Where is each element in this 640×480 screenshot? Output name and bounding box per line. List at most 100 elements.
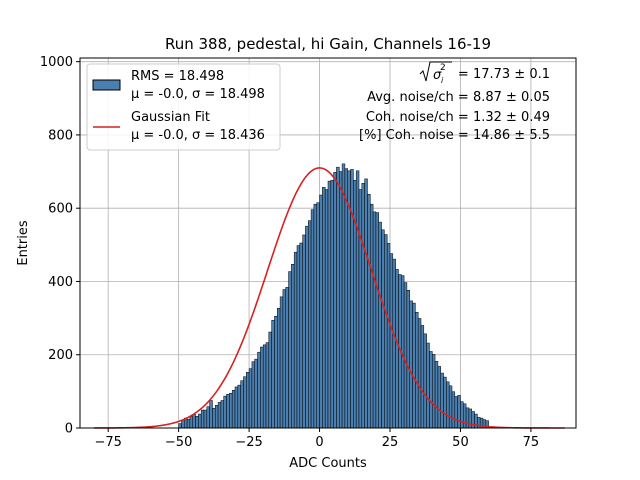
chart-title: Run 388, pedestal, hi Gain, Channels 16-… bbox=[165, 35, 491, 53]
histogram-bar bbox=[316, 202, 320, 429]
histogram-bar bbox=[361, 183, 365, 429]
legend-box bbox=[86, 63, 281, 151]
histogram-bar bbox=[195, 416, 199, 429]
histogram-bar bbox=[412, 302, 416, 429]
y-tick-label: 200 bbox=[48, 348, 73, 363]
legend-fit-stats: μ = -0.0, σ = 18.436 bbox=[131, 128, 265, 143]
x-tick-label: 75 bbox=[523, 435, 540, 450]
histogram-bar bbox=[234, 386, 239, 429]
histogram-bar bbox=[200, 409, 205, 429]
histogram-bar bbox=[178, 423, 182, 429]
histogram-bar bbox=[375, 212, 379, 429]
histogram-bar bbox=[420, 325, 425, 429]
histogram-bar bbox=[409, 300, 413, 429]
histogram-bar bbox=[274, 316, 278, 429]
histogram-bar bbox=[223, 395, 227, 429]
histogram-bar bbox=[423, 333, 427, 429]
histogram-bar bbox=[324, 189, 329, 429]
y-tick-label: 600 bbox=[48, 202, 73, 217]
histogram-bar bbox=[350, 169, 354, 429]
histogram-bar bbox=[181, 419, 185, 429]
y-axis-label: Entries bbox=[16, 220, 31, 266]
histogram-bar bbox=[293, 251, 298, 429]
histogram-bar bbox=[372, 211, 377, 429]
histogram-bar bbox=[248, 368, 253, 429]
histogram-bar bbox=[277, 307, 281, 429]
histogram-bar bbox=[378, 221, 382, 429]
histogram-bar bbox=[296, 245, 301, 429]
sqrt-sign bbox=[419, 61, 452, 82]
histogram-bar bbox=[313, 203, 317, 429]
histogram-bar bbox=[302, 234, 306, 429]
histogram-bar bbox=[327, 180, 332, 429]
histogram-bar bbox=[220, 400, 224, 429]
y-tick-label: 400 bbox=[48, 275, 73, 290]
histogram-bar bbox=[443, 376, 447, 429]
histogram-bar bbox=[203, 409, 208, 429]
histogram-bar bbox=[381, 229, 385, 429]
histogram-bar bbox=[389, 253, 394, 429]
legend-fit-label: Gaussian Fit bbox=[131, 110, 210, 125]
histogram-bar bbox=[186, 418, 191, 429]
histogram-bar bbox=[322, 187, 326, 429]
histogram-bar bbox=[426, 342, 430, 429]
histogram-bar bbox=[465, 407, 470, 429]
histogram-bar bbox=[392, 258, 396, 429]
histogram-bar bbox=[364, 178, 368, 429]
histogram-bar bbox=[429, 351, 433, 429]
histogram-bar bbox=[198, 413, 202, 429]
x-tick-label: −75 bbox=[94, 435, 121, 450]
histogram-bar bbox=[206, 406, 210, 429]
histogram-bar bbox=[358, 189, 363, 429]
gaussian-fit-line bbox=[94, 167, 565, 429]
histogram-bar bbox=[446, 381, 450, 429]
histogram-bar bbox=[209, 400, 213, 429]
histogram-bar bbox=[265, 342, 270, 429]
x-tick-label: −50 bbox=[165, 435, 192, 450]
histogram-bar bbox=[305, 225, 309, 429]
histogram-bar bbox=[319, 194, 323, 429]
x-tick-label: 50 bbox=[452, 435, 469, 450]
sigma-subscript: i bbox=[441, 76, 444, 85]
stat-coh-noise: Coh. noise/ch = 1.32 ± 0.49 bbox=[366, 110, 550, 125]
x-axis-ticks: −75 −50 −25 0 25 50 75 bbox=[94, 428, 539, 450]
plot-frame bbox=[79, 57, 577, 429]
histogram-bar bbox=[460, 401, 464, 429]
histogram-bar bbox=[403, 282, 408, 429]
y-tick-label: 1000 bbox=[40, 55, 73, 70]
histogram-bar bbox=[344, 168, 348, 429]
histogram-bar bbox=[251, 361, 255, 429]
histogram-bar bbox=[189, 416, 193, 429]
legend: RMS = 18.498 μ = -0.0, σ = 18.498 Gaussi… bbox=[86, 63, 281, 151]
histogram-bar bbox=[367, 194, 371, 429]
histogram-bar bbox=[448, 385, 453, 429]
histogram-bar bbox=[355, 170, 360, 429]
histogram-bar bbox=[437, 366, 441, 429]
histogram-bar bbox=[262, 344, 267, 429]
x-tick-label: 0 bbox=[315, 435, 323, 450]
legend-histogram-label: RMS = 18.498 bbox=[131, 69, 224, 84]
histogram-bar bbox=[406, 290, 410, 429]
histogram-bar bbox=[330, 180, 334, 429]
histogram-bar bbox=[257, 351, 261, 429]
histogram-bar bbox=[370, 203, 374, 429]
histogram-bar bbox=[463, 403, 467, 429]
histogram-bar bbox=[226, 394, 230, 429]
histogram-bar bbox=[243, 376, 247, 429]
noise-stats: σ 2 i = 17.73 ± 0.1 Avg. noise/ch = 8.87… bbox=[359, 61, 550, 143]
histogram-bar bbox=[217, 402, 222, 429]
stat-sigma: = 17.73 ± 0.1 bbox=[458, 67, 550, 82]
stat-coh-percent: [%] Coh. noise = 14.86 ± 5.5 bbox=[359, 128, 550, 143]
histogram-bar bbox=[308, 220, 312, 429]
histogram-bar bbox=[282, 289, 286, 429]
x-tick-label: 25 bbox=[382, 435, 399, 450]
legend-histogram-swatch bbox=[92, 79, 121, 91]
histogram-bar bbox=[279, 296, 284, 429]
histogram-bar bbox=[237, 384, 241, 429]
histogram-bar bbox=[268, 331, 272, 429]
histogram-bar bbox=[285, 287, 289, 429]
histogram-bar bbox=[231, 390, 236, 429]
sigma-exponent: 2 bbox=[440, 63, 446, 73]
legend-histogram-stats: μ = -0.0, σ = 18.498 bbox=[131, 87, 265, 102]
